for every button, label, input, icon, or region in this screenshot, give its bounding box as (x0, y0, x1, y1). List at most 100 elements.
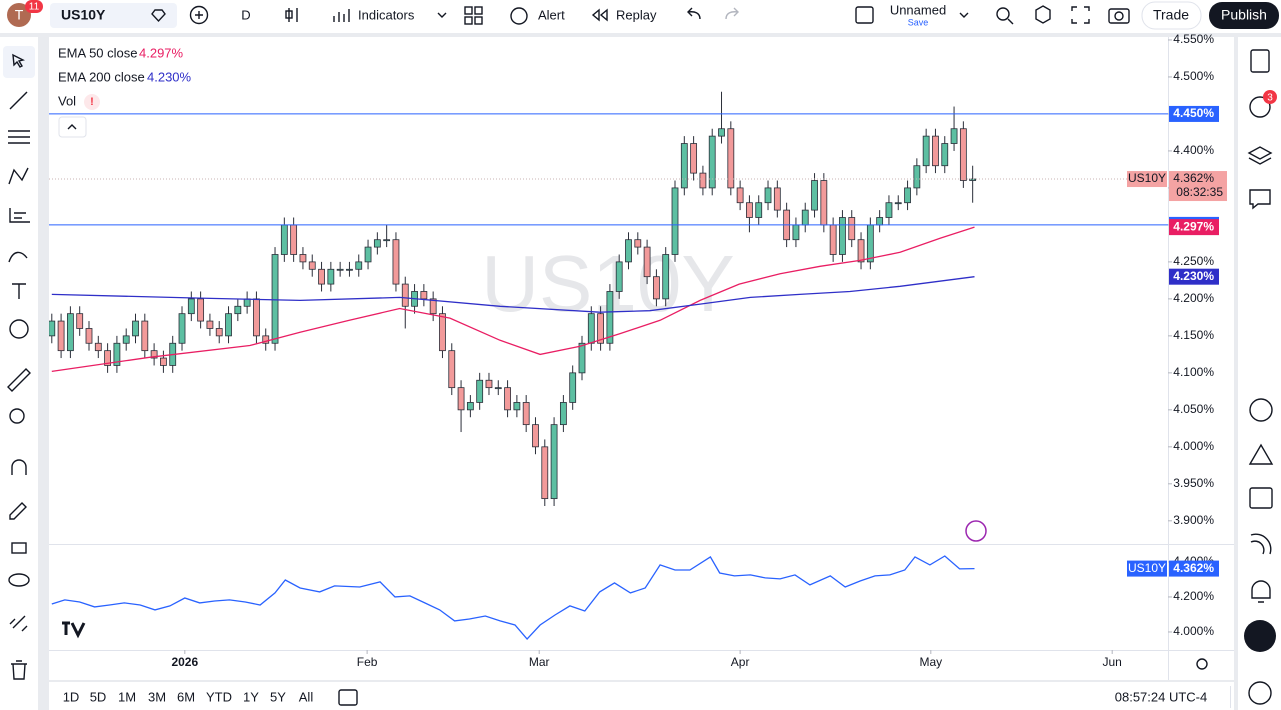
settings[interactable] (1035, 5, 1051, 24)
candle-body (94, 342, 102, 352)
left-toolbar (0, 37, 38, 710)
candle-body (355, 261, 363, 270)
brush-tool[interactable] (8, 251, 28, 263)
chart-type-body (285, 10, 293, 19)
chats[interactable] (1249, 189, 1271, 210)
alerts[interactable] (1249, 96, 1271, 118)
range-button[interactable]: All (299, 689, 314, 704)
range-button[interactable]: YTD (206, 689, 232, 704)
range-button[interactable]: 1Y (243, 689, 259, 704)
products[interactable] (1244, 620, 1276, 652)
link-tool[interactable] (9, 615, 28, 632)
indicators[interactable]: Indicators (358, 7, 415, 22)
candle-body (653, 276, 660, 300)
y-tick-label: 4.200% (1173, 291, 1214, 305)
add-symbol[interactable] (189, 5, 209, 25)
layout-icon[interactable] (855, 6, 874, 24)
ema-label-bg (1169, 219, 1219, 236)
notifications[interactable] (1251, 580, 1271, 603)
ema-line (51, 276, 975, 313)
calendar[interactable] (1249, 487, 1273, 509)
draw-mode-tool[interactable] (9, 502, 27, 520)
help[interactable] (1248, 681, 1272, 705)
candle-body (132, 320, 139, 337)
magnet-tool[interactable] (11, 459, 27, 475)
quick-search[interactable] (996, 7, 1010, 21)
layout-dropdown[interactable] (959, 12, 969, 18)
range-button[interactable]: 5Y (270, 689, 286, 704)
lower-value-bg (1169, 560, 1219, 577)
range-button[interactable]: 3M (148, 689, 166, 704)
replay[interactable]: Replay (616, 7, 657, 22)
lock-tool[interactable] (11, 542, 27, 554)
events-icon[interactable] (965, 520, 987, 542)
publish-button[interactable] (1209, 2, 1279, 29)
axis-settings[interactable] (1196, 658, 1208, 670)
remove-tool[interactable] (11, 660, 27, 680)
undo[interactable] (687, 7, 701, 20)
compare-icon[interactable] (151, 9, 166, 23)
alert[interactable]: Alert (538, 7, 565, 22)
hline-label: 4.450% (1173, 106, 1214, 120)
candle-body (950, 128, 958, 144)
x-tick-label: 2026 (171, 655, 198, 669)
fib-tool[interactable] (8, 130, 30, 144)
alert-icon[interactable] (510, 7, 528, 25)
ema-label: 4.297% (1173, 219, 1214, 233)
avatar-badge (25, 0, 43, 13)
range-button[interactable]: 5D (90, 689, 107, 704)
candle-body (736, 187, 744, 204)
candle-body (318, 268, 325, 285)
ema-line (51, 226, 975, 373)
interval[interactable]: D (241, 7, 250, 22)
screenshot[interactable] (1108, 8, 1130, 24)
templates-icon[interactable] (464, 6, 473, 15)
candle-body (708, 135, 716, 189)
range-button[interactable]: 1M (118, 689, 136, 704)
replay-icon[interactable] (591, 8, 608, 22)
ideas[interactable] (1248, 443, 1274, 465)
candle-body (383, 239, 391, 242)
pattern-tool[interactable] (8, 167, 29, 185)
streams[interactable] (1250, 533, 1272, 555)
text-tool[interactable] (12, 283, 26, 299)
candle-body (234, 305, 242, 315)
avatar[interactable] (7, 3, 31, 27)
indicators-icon[interactable] (333, 9, 350, 22)
alerts-badge (1263, 90, 1277, 104)
top-bar (0, 0, 1281, 33)
range-button[interactable]: 6M (177, 689, 195, 704)
candle-body (290, 224, 298, 255)
candle-body (587, 313, 595, 344)
symbol-search[interactable] (50, 3, 177, 28)
candle-body (532, 424, 539, 448)
collapse-legend[interactable] (58, 116, 87, 138)
ruler-tool[interactable] (7, 368, 31, 392)
layout-name[interactable]: Unnamed (890, 2, 946, 17)
range-button[interactable]: 1D (63, 689, 80, 704)
screener[interactable] (1249, 398, 1273, 422)
zoom-tool[interactable] (9, 408, 25, 424)
candle-body (160, 357, 167, 366)
date-range-icon[interactable] (338, 689, 358, 706)
candle-body (364, 246, 372, 263)
trade-button[interactable] (1141, 1, 1202, 30)
cursor-tool[interactable] (12, 53, 26, 68)
screenshot-lens (1114, 11, 1124, 21)
forecast-tool[interactable] (9, 208, 30, 223)
fullscreen[interactable] (1071, 6, 1090, 24)
redo[interactable] (725, 7, 739, 20)
candle-body (625, 239, 632, 263)
candle-body (178, 313, 186, 344)
save-status: Save (908, 17, 929, 27)
trend-line-tool[interactable] (9, 91, 28, 110)
indicators-dropdown[interactable] (437, 12, 447, 18)
hide-tool[interactable] (8, 573, 30, 587)
ema200-legend-value: 4.230% (147, 69, 192, 84)
avatar-badge-text: 11 (29, 2, 40, 13)
emoji-tool[interactable] (9, 319, 29, 339)
watchlist[interactable] (1250, 49, 1270, 73)
object-tree[interactable] (1247, 146, 1273, 165)
candle-body (932, 135, 939, 167)
